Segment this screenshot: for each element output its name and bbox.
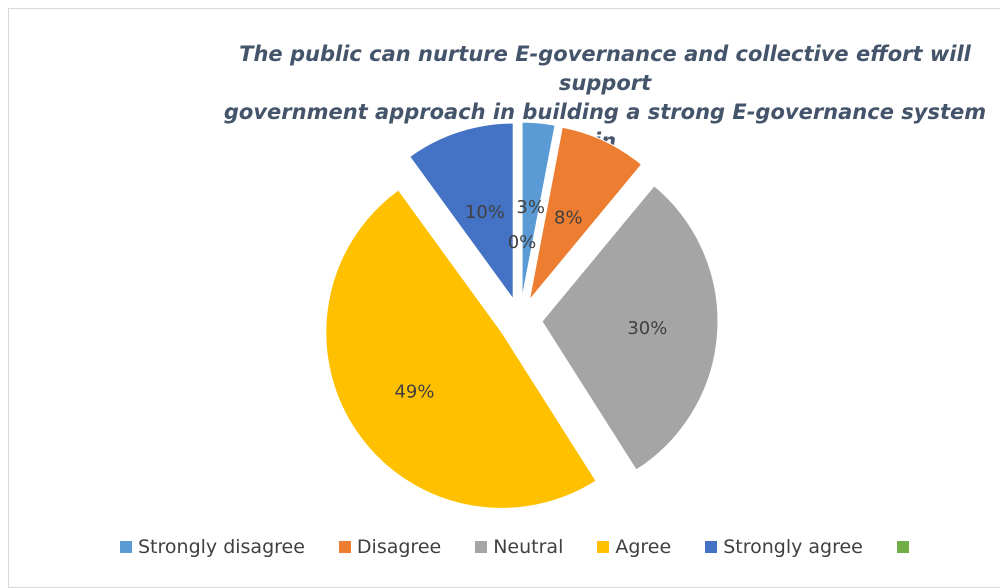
chart-title: The public can nurture E-governance and … [223,42,987,182]
data-label-series: 0% [508,232,537,253]
legend-label: Strongly disagree [138,536,305,558]
pie-slice-agree [325,189,597,509]
pie-slice-strongly-disagree [521,121,556,299]
data-label-neutral: 30% [627,318,667,339]
legend-item-strongly-agree: Strongly agree [705,536,863,558]
legend-swatch [597,541,610,553]
legend-item-agree: Agree [597,536,671,558]
legend-item-neutral: Neutral [475,536,563,558]
legend-label: Disagree [356,536,442,558]
legend-item-strongly-disagree: Strongly disagree [120,536,305,558]
legend-label: Neutral [493,536,564,558]
legend-swatch [896,541,909,553]
pie-slice-neutral [541,185,719,471]
data-label-disagree: 8% [554,207,583,228]
chart-legend: Strongly disagree Disagree Neutral Agree Str… [120,535,949,559]
data-label-agree: 49% [394,382,434,403]
data-label-strongly-agree: 10% [465,202,505,223]
legend-label: Agree [615,536,672,558]
data-label-strongly-disagree: 3% [516,197,545,218]
legend-swatch [338,541,351,553]
legend-swatch [705,541,718,553]
legend-item-disagree: Disagree [338,536,442,558]
legend-swatch [475,541,488,553]
pie-slice-disagree [528,126,643,301]
legend-swatch [120,541,132,553]
legend-item-unnamed [896,541,915,553]
legend-label: Strongly agree [723,536,863,558]
pie-slice-strongly-agree [409,122,514,301]
